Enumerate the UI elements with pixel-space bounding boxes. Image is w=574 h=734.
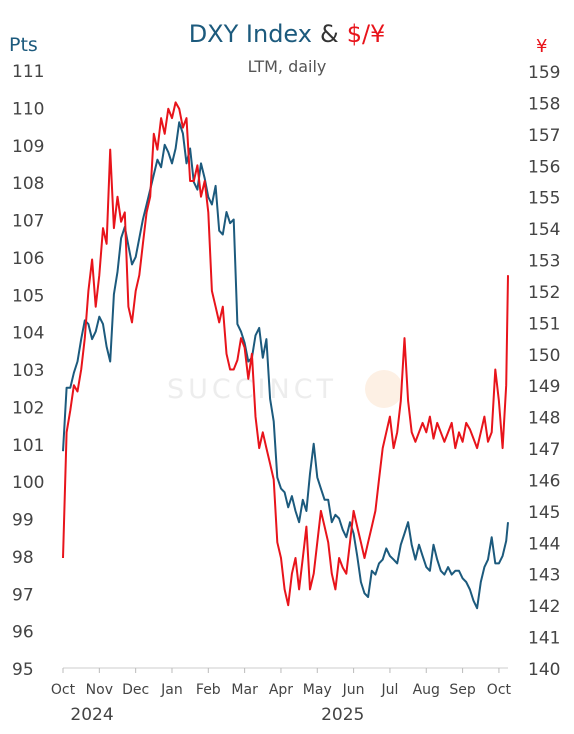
x-tick-label: Jun [342,682,365,698]
right-tick-label: 155 [528,189,560,209]
right-tick-label: 148 [528,409,560,429]
right-tick-label: 156 [528,157,560,177]
left-tick-label: 100 [12,473,44,493]
watermark-logo [365,370,403,408]
right-tick-label: 145 [528,503,560,523]
title-dxy: DXY Index [188,20,312,48]
x-tick-label: Feb [196,682,221,698]
x-tick-label: Oct [487,682,512,698]
right-tick-label: 152 [528,283,560,303]
series-lines [62,101,509,610]
x-tick-label: Dec [122,682,149,698]
right-tick-label: 159 [528,63,560,83]
usdjpy-series-line [62,101,509,607]
x-tick-label: Sep [449,682,476,698]
title-usdjpy: $/¥ [346,20,386,48]
right-tick-label: 141 [528,629,560,649]
left-tick-label: 111 [12,62,44,82]
right-axis-unit: ¥ [536,36,548,57]
right-tick-label: 142 [528,597,560,617]
left-axis-unit: Pts [9,34,38,56]
left-tick-label: 98 [12,548,34,568]
x-axis: Oct Nov Dec Jan Feb Mar Apr May Jun Jul Aug Sep Oct 2… [51,667,512,725]
right-axis: 140 141 142 143 144 145 146 147 148 149 150 151 152 1… [528,63,560,680]
right-tick-label: 143 [528,566,560,586]
right-tick-label: 150 [528,346,560,366]
year-label: 2024 [70,705,113,725]
x-tick-label: Mar [231,682,258,698]
watermark-text: SUCCINCT [167,374,337,405]
left-tick-label: 109 [12,137,44,157]
left-tick-label: 106 [12,249,44,269]
right-tick-label: 153 [528,252,560,272]
left-tick-label: 99 [12,511,34,531]
left-tick-label: 102 [12,398,44,418]
left-tick-label: 95 [12,660,34,680]
right-tick-label: 154 [528,220,560,240]
chart-title: DXY Index & $/¥ [0,20,574,48]
left-tick-label: 101 [12,436,44,456]
right-tick-label: 158 [528,94,560,114]
dxy-series-line [62,121,509,610]
x-tick-label: Nov [86,682,113,698]
left-tick-label: 104 [12,324,44,344]
chart-subtitle: LTM, daily [247,57,327,76]
left-tick-label: 107 [12,212,44,232]
right-tick-label: 140 [528,660,560,680]
left-tick-label: 97 [12,585,34,605]
x-tick-label: May [303,682,332,698]
right-tick-label: 147 [528,440,560,460]
x-tick-label: Jan [160,682,183,698]
x-tick-label: Jul [380,682,398,698]
right-tick-label: 157 [528,126,560,146]
left-tick-label: 108 [12,174,44,194]
left-tick-label: 105 [12,286,44,306]
x-tick-label: Oct [51,682,76,698]
left-tick-label: 110 [12,99,44,119]
x-tick-label: Apr [269,682,293,698]
title-ampersand: & [319,20,339,48]
right-tick-label: 149 [528,377,560,397]
watermark: SUCCINCT [167,370,403,408]
right-tick-label: 144 [528,534,560,554]
left-tick-label: 96 [12,623,34,643]
right-tick-label: 151 [528,314,560,334]
left-axis: 95 96 97 98 99 100 101 102 103 104 105 106 107 108 109… [12,62,44,680]
right-tick-label: 146 [528,471,560,491]
x-tick-label: Aug [413,682,440,698]
left-tick-label: 103 [12,361,44,381]
year-label: 2025 [321,705,364,725]
